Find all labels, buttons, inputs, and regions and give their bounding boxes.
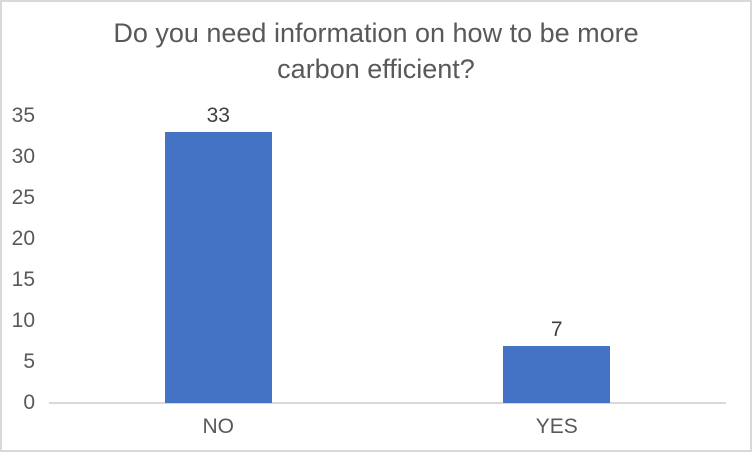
chart-title: Do you need information on how to be mor… (113, 18, 639, 84)
y-axis-tick-label: 30 (11, 145, 35, 168)
y-axis-tick-label: 5 (23, 350, 35, 373)
data-label-yes: 7 (550, 317, 563, 341)
bar-yes (503, 345, 611, 403)
bar-no (164, 132, 272, 403)
y-axis-tick-label: 10 (11, 309, 35, 332)
y-axis-tick-label: 35 (11, 104, 35, 127)
y-axis-tick-label: 0 (23, 391, 35, 414)
y-axis-tick-label: 25 (11, 186, 35, 209)
data-label-no: 33 (206, 104, 230, 128)
category-label-yes: YES (535, 415, 578, 438)
y-axis-tick-label: 15 (11, 268, 35, 291)
category-label-no: NO (202, 415, 235, 438)
y-axis-tick-label: 20 (11, 227, 35, 250)
x-axis-line (49, 402, 726, 404)
